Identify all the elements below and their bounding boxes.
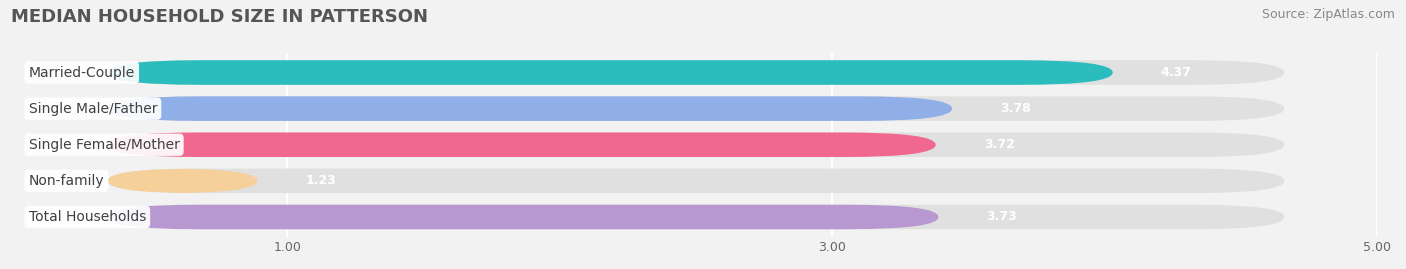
- Text: 3.78: 3.78: [1000, 102, 1031, 115]
- FancyBboxPatch shape: [108, 169, 1285, 193]
- FancyBboxPatch shape: [108, 96, 1285, 121]
- Text: Source: ZipAtlas.com: Source: ZipAtlas.com: [1261, 8, 1395, 21]
- Text: Single Male/Father: Single Male/Father: [28, 102, 157, 116]
- FancyBboxPatch shape: [108, 60, 1112, 85]
- Text: 4.37: 4.37: [1161, 66, 1192, 79]
- Text: Married-Couple: Married-Couple: [28, 66, 135, 80]
- FancyBboxPatch shape: [108, 205, 1285, 229]
- Text: Non-family: Non-family: [28, 174, 104, 188]
- FancyBboxPatch shape: [108, 60, 1285, 85]
- Text: 3.72: 3.72: [984, 138, 1015, 151]
- Text: Single Female/Mother: Single Female/Mother: [28, 138, 180, 152]
- FancyBboxPatch shape: [108, 132, 936, 157]
- Text: MEDIAN HOUSEHOLD SIZE IN PATTERSON: MEDIAN HOUSEHOLD SIZE IN PATTERSON: [11, 8, 429, 26]
- Text: Total Households: Total Households: [28, 210, 146, 224]
- FancyBboxPatch shape: [108, 96, 952, 121]
- FancyBboxPatch shape: [108, 205, 938, 229]
- FancyBboxPatch shape: [108, 169, 257, 193]
- Text: 3.73: 3.73: [987, 210, 1018, 224]
- FancyBboxPatch shape: [108, 132, 1285, 157]
- Text: 1.23: 1.23: [305, 174, 336, 187]
